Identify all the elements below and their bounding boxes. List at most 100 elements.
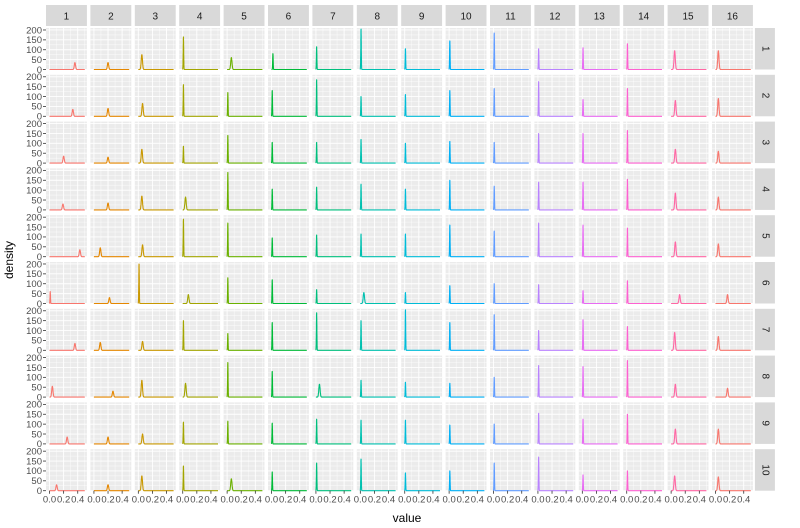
x-tick-label: 0.2: [590, 495, 603, 506]
panel-background: [312, 402, 354, 444]
panel-background: [490, 262, 531, 304]
density-curve: [448, 179, 485, 211]
facet-panel: [623, 449, 665, 492]
panel-background: [623, 262, 665, 304]
panel-background: [179, 308, 221, 351]
facet-panel: [90, 168, 132, 211]
density-curve: [270, 90, 307, 117]
panel-background: [712, 28, 753, 70]
facet-panel: [623, 215, 665, 258]
panel-background: [179, 74, 221, 117]
panel-background: [356, 74, 398, 117]
facet-panel: [46, 355, 87, 398]
density-curve: [581, 181, 618, 211]
density-curve: [715, 150, 751, 164]
facet-panel: [490, 355, 531, 398]
facet-panel: [578, 215, 620, 258]
facet-panel: [134, 121, 176, 164]
facet-panel: [490, 215, 531, 258]
row-strip-label: 9: [759, 420, 770, 426]
density-curve: [137, 263, 174, 305]
panel-background: [312, 168, 354, 210]
row-strip-label: 8: [759, 374, 770, 380]
x-tick-label: 0.4: [116, 495, 129, 506]
panel-background: [90, 74, 132, 117]
column-strip: [401, 5, 443, 26]
y-tick-label: 0: [37, 486, 42, 497]
facet-panel: [223, 215, 265, 258]
facet-panel: [356, 449, 398, 492]
panel-background: [179, 449, 221, 491]
facet-panel: [578, 402, 620, 445]
y-tick-label: 50: [31, 289, 42, 300]
x-tick-label: 0.4: [648, 495, 661, 506]
facet-panel: [490, 121, 531, 164]
facet-panel: [268, 449, 309, 492]
facet-panel: [134, 402, 176, 445]
panel-background: [223, 402, 265, 444]
panel-background: [445, 121, 487, 164]
panel-background: [179, 121, 221, 164]
x-tick-label: 0.4: [693, 495, 706, 506]
facet-panel: [90, 308, 132, 351]
facet-panel: [356, 74, 398, 117]
column-strip: [46, 5, 87, 26]
y-tick-label: 150: [26, 176, 42, 187]
density-curve: [182, 218, 218, 258]
facet-panel: [268, 308, 309, 351]
density-curve: [671, 428, 707, 445]
y-tick-label: 150: [26, 456, 42, 467]
panel-background: [578, 215, 620, 257]
row-strip-label: 1: [759, 46, 770, 52]
panel-background: [90, 449, 132, 491]
density-curve: [581, 418, 618, 445]
y-tick-label: 0: [37, 439, 42, 450]
density-curve: [48, 291, 85, 305]
panel-background: [179, 215, 221, 257]
facet-panel: [401, 74, 443, 117]
density-curve: [404, 142, 440, 164]
x-tick-label: 0.4: [604, 495, 617, 506]
y-tick-label: 200: [26, 72, 42, 83]
facet-panel: [578, 121, 620, 164]
panel-background: [401, 355, 443, 398]
facet-panel: [712, 121, 753, 164]
facet-panel: [179, 355, 221, 398]
density-curve: [715, 243, 751, 258]
panel-background: [268, 28, 309, 70]
facet-panel: [223, 121, 265, 164]
x-tick-label: 0.4: [382, 495, 395, 506]
panel-background: [46, 121, 87, 164]
facet-panel: [134, 168, 176, 211]
panel-background: [445, 168, 487, 210]
density-curve: [404, 94, 440, 117]
density-curve: [715, 196, 751, 211]
facet-panel: [712, 215, 753, 258]
density-curve: [182, 196, 218, 211]
facet-panel: [134, 28, 176, 71]
density-curve: [93, 202, 130, 211]
density-curve: [49, 155, 85, 164]
density-curve: [715, 476, 751, 492]
density-curve: [182, 36, 218, 71]
column-strips: 1 2 3 4 5 6 7 8 9 10 11 12 13 14 15 16: [46, 5, 753, 26]
column-strip-label: 9: [419, 12, 425, 23]
facet-panel: [490, 402, 531, 445]
x-tick-label: 0.0: [265, 495, 278, 506]
facet-panel: [90, 402, 132, 445]
density-curve: [671, 294, 707, 305]
facet-panel: [223, 262, 265, 305]
panel-background: [490, 449, 531, 491]
facet-panel: [712, 449, 753, 492]
row-strip-label: 6: [759, 280, 770, 286]
y-tick-label: 0: [37, 392, 42, 403]
facet-panel: [445, 449, 487, 492]
panel-background: [179, 262, 221, 304]
panel-background: [134, 262, 176, 304]
facet-panel: [134, 215, 176, 258]
density-curve: [448, 285, 485, 305]
panel-background: [534, 28, 576, 70]
panel-background: [356, 168, 398, 210]
density-curve: [49, 108, 85, 117]
facet-panel: [445, 355, 487, 398]
